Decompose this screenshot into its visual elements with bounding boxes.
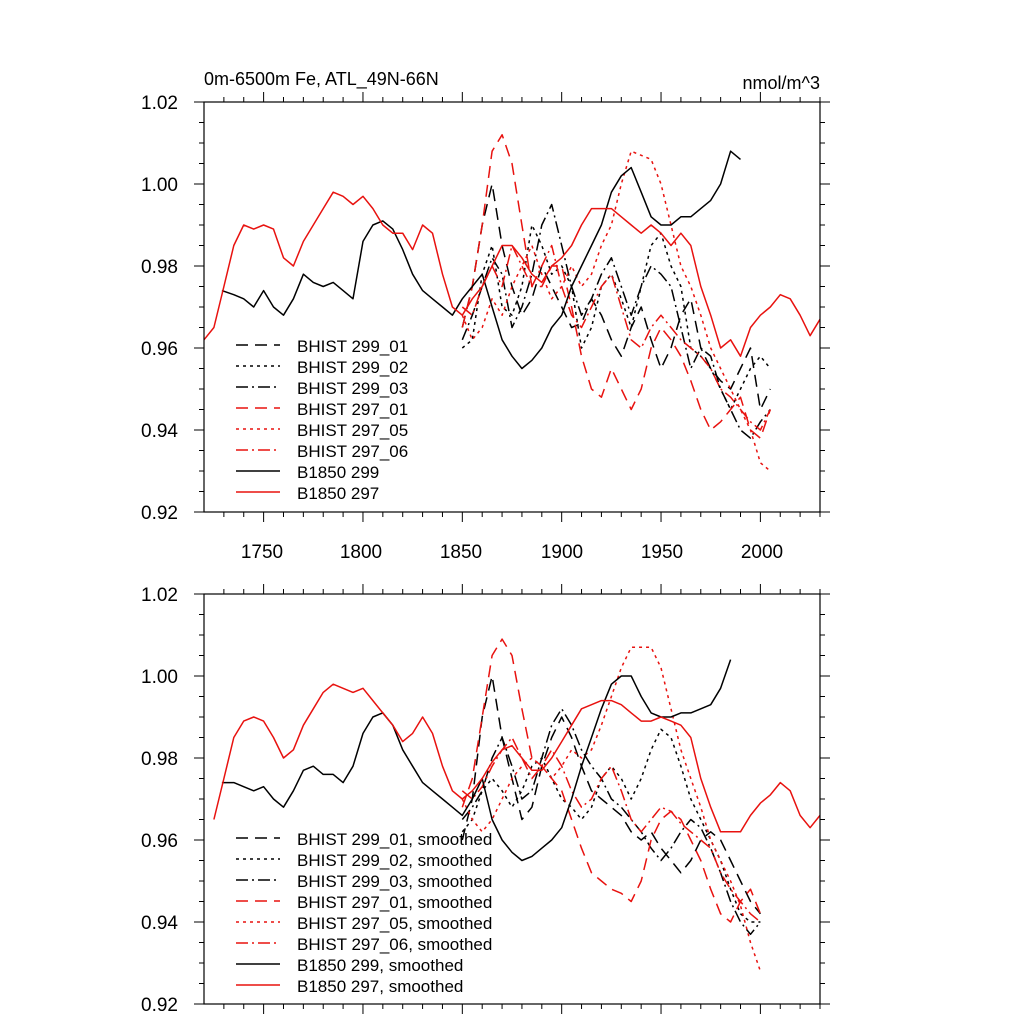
bottom-chart-y-tick-labels: 0.92 0.94 0.96 0.98 1.00 1.02 <box>141 585 178 1016</box>
series-line <box>461 134 772 439</box>
top-chart-units: nmol/m^3 <box>743 73 820 93</box>
series-line <box>213 683 821 833</box>
legend-label: BHIST 299_03, smoothed <box>297 872 492 891</box>
series-line <box>461 183 771 411</box>
x-tick-label: 1850 <box>440 542 482 563</box>
bottom-chart-legend: BHIST 299_01, smoothed BHIST 299_02, smo… <box>236 830 492 996</box>
y-tick-label: 0.94 <box>141 913 178 934</box>
legend-label: BHIST 299_03 <box>297 379 408 398</box>
y-tick-label: 0.94 <box>141 421 178 442</box>
bottom-chart-ticks <box>194 584 830 1014</box>
legend-label: BHIST 299_02 <box>297 358 408 377</box>
legend-label: B1850 299 <box>297 463 379 482</box>
y-tick-label: 0.96 <box>141 831 178 852</box>
series-line <box>461 675 761 915</box>
x-tick-label: 1950 <box>641 542 683 563</box>
legend-label: BHIST 297_06, smoothed <box>297 935 492 954</box>
legend-label: BHIST 297_01 <box>297 400 408 419</box>
y-tick-label: 0.92 <box>141 995 178 1016</box>
y-tick-label: 0.96 <box>141 339 178 360</box>
x-tick-label: 2000 <box>741 542 783 563</box>
series-line <box>461 736 761 923</box>
legend-label: BHIST 297_06 <box>297 442 408 461</box>
series-line <box>461 708 761 936</box>
x-tick-label: 1900 <box>541 542 583 563</box>
y-tick-label: 0.98 <box>141 257 178 278</box>
top-chart-panel: 0m-6500m Fe, ATL_49N-66N nmol/m^3 0.92 0… <box>141 69 830 563</box>
top-chart-series-group <box>203 134 821 472</box>
y-tick-label: 0.92 <box>141 503 178 524</box>
top-chart-y-tick-labels: 0.92 0.94 0.96 0.98 1.00 1.02 <box>141 93 178 524</box>
legend-label: B1850 299, smoothed <box>297 956 463 975</box>
x-tick-label: 1750 <box>241 542 283 563</box>
series-line <box>461 646 762 972</box>
legend-label: B1850 297, smoothed <box>297 977 463 996</box>
y-tick-label: 1.00 <box>141 667 178 688</box>
y-tick-label: 1.02 <box>141 93 178 114</box>
top-chart-legend: BHIST 299_01 BHIST 299_02 BHIST 299_03 B… <box>236 337 408 503</box>
y-tick-label: 1.00 <box>141 175 178 196</box>
y-tick-label: 1.02 <box>141 585 178 606</box>
series-line <box>461 244 771 431</box>
series-line <box>461 150 771 472</box>
top-chart-title: 0m-6500m Fe, ATL_49N-66N <box>204 69 439 90</box>
y-tick-label: 0.98 <box>141 749 178 770</box>
x-tick-label: 1800 <box>340 542 382 563</box>
legend-label: BHIST 297_05 <box>297 421 408 440</box>
legend-label: BHIST 299_02, smoothed <box>297 851 492 870</box>
series-line <box>221 659 732 862</box>
series-line <box>461 224 771 411</box>
series-line <box>203 191 821 357</box>
legend-label: BHIST 299_01, smoothed <box>297 830 492 849</box>
bottom-chart-series-group <box>213 638 821 972</box>
series-line <box>221 150 741 370</box>
legend-label: BHIST 299_01 <box>297 337 408 356</box>
series-line <box>461 638 762 923</box>
top-chart-x-tick-labels: 1750 1800 1850 1900 1950 2000 <box>241 542 783 563</box>
legend-label: BHIST 297_01, smoothed <box>297 893 492 912</box>
top-chart-ticks <box>194 92 830 522</box>
legend-label: B1850 297 <box>297 484 379 503</box>
legend-label: BHIST 297_05, smoothed <box>297 914 492 933</box>
bottom-chart-panel: 0.92 0.94 0.96 0.98 1.00 1.02 BHIST 299_… <box>141 584 830 1016</box>
series-line <box>461 203 771 439</box>
